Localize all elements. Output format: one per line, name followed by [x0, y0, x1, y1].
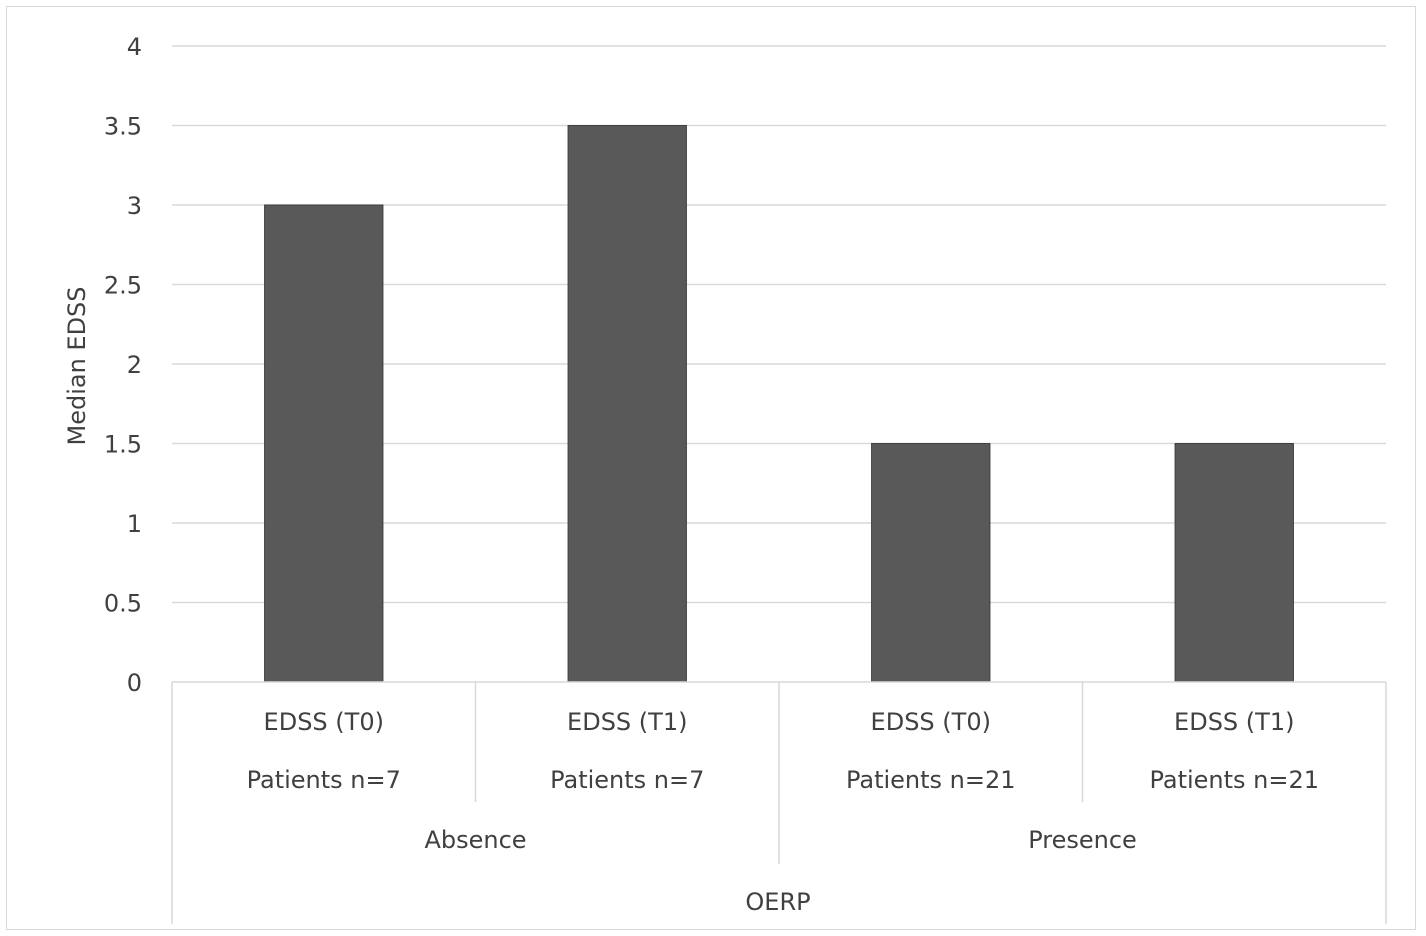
x-tick-label: EDSS (T0) [264, 708, 384, 736]
x-group-label: Absence [424, 826, 526, 854]
x-group-label: Presence [1028, 826, 1137, 854]
y-axis-label: Median EDSS [63, 286, 91, 445]
y-tick-label: 1 [127, 510, 142, 538]
y-tick-label: 2 [127, 351, 142, 379]
bar [264, 204, 384, 683]
bar [567, 125, 687, 683]
x-tick-sublabel: Patients n=21 [1149, 766, 1319, 794]
x-tick-label: EDSS (T1) [1174, 708, 1294, 736]
x-tick-sublabel: Patients n=21 [846, 766, 1016, 794]
x-axis-label: OERP [745, 888, 810, 916]
x-tick-label: EDSS (T1) [567, 708, 687, 736]
y-tick-label: 3.5 [104, 113, 142, 141]
y-tick-label: 0 [127, 669, 142, 697]
y-tick-label: 3 [127, 192, 142, 220]
bar [1174, 443, 1294, 683]
x-tick-sublabel: Patients n=7 [247, 766, 401, 794]
x-axis: EDSS (T0) Patients n=7 EDSS (T1) Patients n… [171, 681, 1387, 924]
chart-frame [6, 6, 1416, 930]
bar [871, 443, 991, 683]
x-tick-sublabel: Patients n=7 [550, 766, 704, 794]
y-tick-label: 4 [127, 33, 142, 61]
x-tick-label: EDSS (T0) [871, 708, 991, 736]
y-tick-labels: 0 0.5 1 1.5 2 2.5 3 3.5 4 [104, 33, 142, 697]
y-tick-label: 2.5 [104, 272, 142, 300]
bars [264, 125, 1294, 683]
y-tick-label: 0.5 [104, 590, 142, 618]
y-tick-label: 1.5 [104, 431, 142, 459]
